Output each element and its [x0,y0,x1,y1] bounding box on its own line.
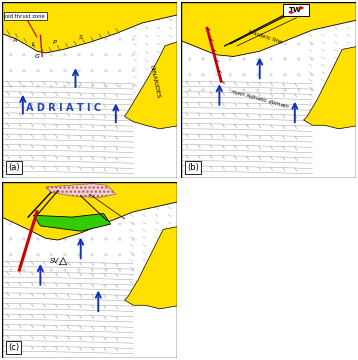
Text: A D R I A T I C: A D R I A T I C [26,103,101,113]
Polygon shape [304,46,358,129]
Text: A: A [12,39,16,43]
Text: (c): (c) [8,343,19,352]
Bar [2,182,177,358]
Text: TW: TW [289,7,302,13]
Text: (b): (b) [187,163,199,172]
Polygon shape [46,184,116,198]
Bar [181,2,356,178]
FancyBboxPatch shape [282,4,309,16]
Text: main Adriatic domain: main Adriatic domain [231,89,289,109]
Polygon shape [33,213,111,231]
Text: P: P [53,40,56,45]
Polygon shape [2,0,181,53]
Polygon shape [125,226,181,309]
Text: S: S [79,35,83,40]
Polygon shape [181,0,358,57]
Text: old thrust zone: old thrust zone [5,14,45,37]
Text: (a): (a) [8,163,20,172]
Text: G: G [34,54,39,59]
Bar [2,2,177,178]
Text: DINARIDES: DINARIDES [148,64,160,99]
Text: SV: SV [50,258,59,264]
Polygon shape [125,41,181,129]
Text: Insubric line: Insubric line [247,29,283,45]
Polygon shape [2,178,181,240]
Text: L: L [32,42,35,47]
